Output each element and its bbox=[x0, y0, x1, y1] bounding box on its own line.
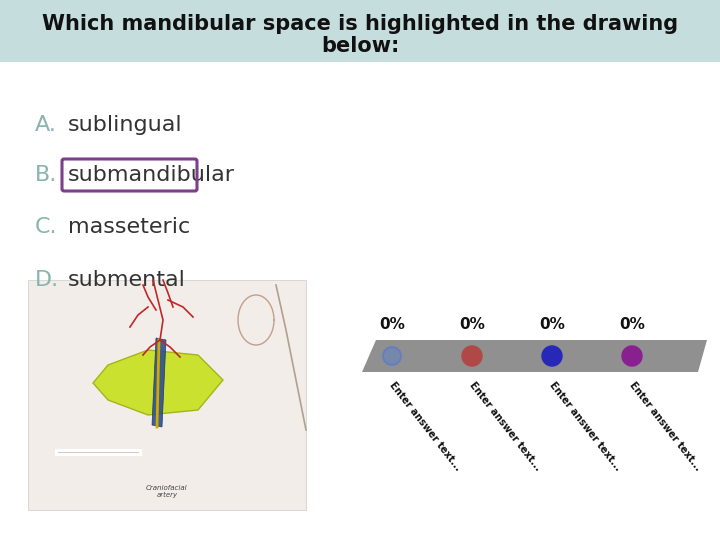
Text: sublingual: sublingual bbox=[68, 115, 183, 135]
Text: below:: below: bbox=[321, 36, 399, 56]
Polygon shape bbox=[362, 340, 707, 372]
Text: C.: C. bbox=[35, 217, 58, 237]
Circle shape bbox=[622, 346, 642, 366]
Polygon shape bbox=[93, 350, 223, 415]
Bar bbox=[0, 0, 720, 62]
Circle shape bbox=[383, 347, 401, 365]
Bar bbox=[28, 280, 306, 510]
Text: D.: D. bbox=[35, 270, 59, 290]
Text: A.: A. bbox=[35, 115, 57, 135]
Text: Enter answer text...: Enter answer text... bbox=[467, 380, 542, 472]
Circle shape bbox=[462, 346, 482, 366]
Text: Enter answer text...: Enter answer text... bbox=[627, 380, 703, 472]
Circle shape bbox=[542, 346, 562, 366]
Polygon shape bbox=[152, 338, 166, 427]
Text: 0%: 0% bbox=[619, 317, 645, 332]
Text: Which mandibular space is highlighted in the drawing: Which mandibular space is highlighted in… bbox=[42, 14, 678, 34]
Text: Enter answer text...: Enter answer text... bbox=[547, 380, 622, 472]
Text: Craniofacial
artery: Craniofacial artery bbox=[146, 485, 188, 498]
Text: 0%: 0% bbox=[539, 317, 565, 332]
Text: masseteric: masseteric bbox=[68, 217, 190, 237]
Text: 0%: 0% bbox=[379, 317, 405, 332]
Text: Enter answer text...: Enter answer text... bbox=[387, 380, 462, 472]
Text: submandibular: submandibular bbox=[68, 165, 235, 185]
Text: B.: B. bbox=[35, 165, 58, 185]
Text: submental: submental bbox=[68, 270, 186, 290]
Text: 0%: 0% bbox=[459, 317, 485, 332]
